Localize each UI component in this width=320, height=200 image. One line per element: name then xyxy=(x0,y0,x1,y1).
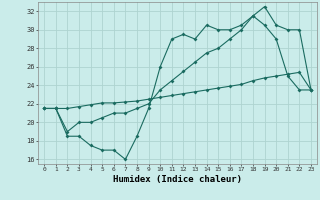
X-axis label: Humidex (Indice chaleur): Humidex (Indice chaleur) xyxy=(113,175,242,184)
